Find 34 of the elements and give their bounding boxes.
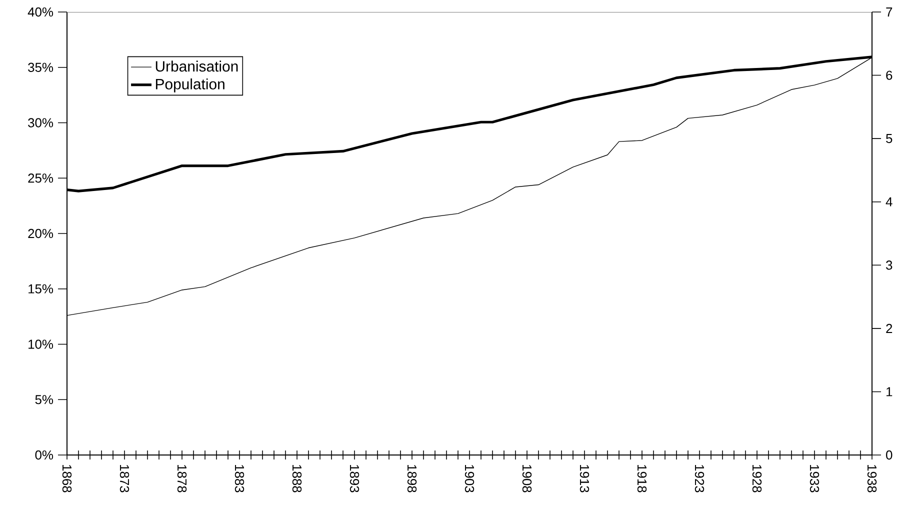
y-tick-label: 25% [28, 174, 54, 183]
x-tick-label: 1893 [350, 465, 360, 492]
y2-tick-label: 7 [886, 8, 892, 16]
y-tick-label: 30% [28, 118, 54, 128]
x-tick-label: 1903 [464, 465, 474, 492]
legend-label: Population [156, 78, 224, 92]
y-tick-label: 10% [28, 340, 54, 349]
y2-tick-label: 6 [886, 70, 892, 80]
y-tick-label: 5% [35, 395, 54, 404]
y2-tick-label: 1 [886, 387, 892, 396]
x-tick-label: 1898 [407, 465, 417, 492]
y-tick-label: 0% [35, 450, 54, 460]
y2-tick-label: 4 [886, 197, 892, 206]
x-tick-label: 1883 [234, 465, 244, 492]
x-tick-label: 1923 [694, 465, 704, 492]
y-tick-label: 40% [28, 7, 54, 17]
x-tick-label: 1878 [177, 465, 187, 492]
x-tick-label: 1938 [867, 465, 877, 492]
y2-tick-label: 3 [886, 260, 892, 270]
x-tick-label: 1918 [637, 465, 647, 492]
x-tick-label: 1933 [810, 465, 820, 492]
y-tick-label: 20% [28, 228, 54, 238]
legend-label: Urbanisation [156, 60, 238, 72]
x-tick-label: 1868 [62, 465, 72, 492]
y-tick-label: 35% [28, 62, 54, 72]
y2-tick-label: 5 [886, 134, 892, 144]
x-tick-label: 1908 [522, 465, 532, 492]
x-tick-label: 1888 [292, 465, 302, 492]
y2-tick-label: 0 [886, 450, 892, 460]
x-tick-label: 1928 [752, 465, 762, 492]
x-tick-label: 1913 [580, 465, 590, 492]
x-tick-label: 1873 [120, 465, 130, 492]
y2-tick-label: 2 [886, 324, 892, 333]
y-tick-label: 15% [28, 284, 54, 294]
